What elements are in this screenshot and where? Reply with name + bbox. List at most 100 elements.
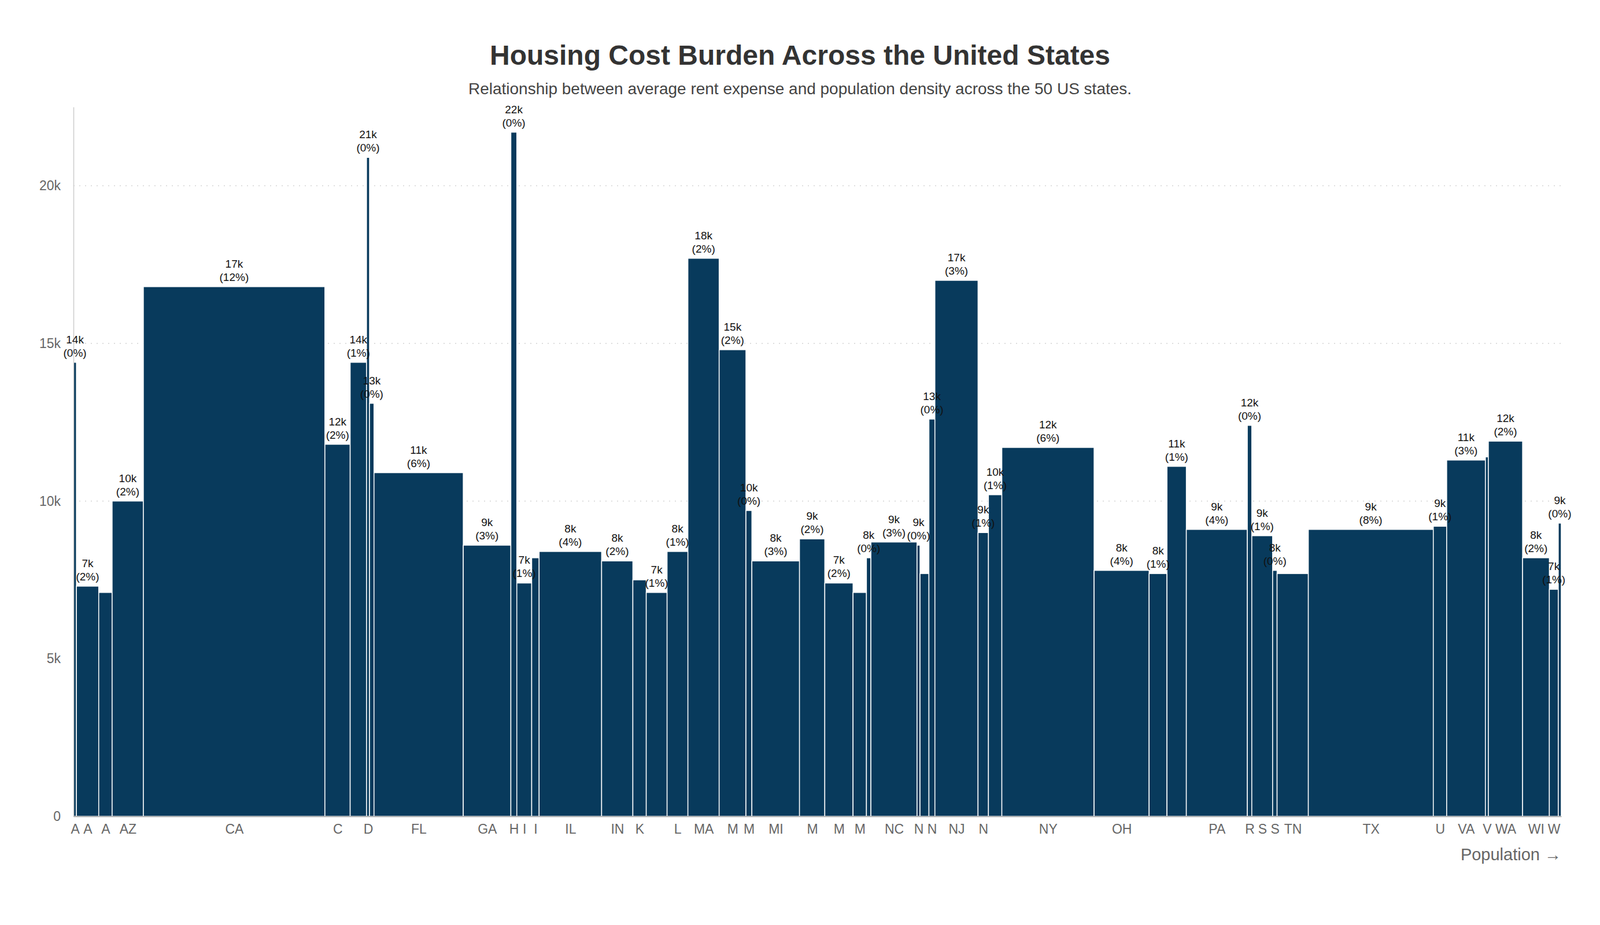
- x-tick-label: S: [1270, 821, 1280, 837]
- bar: [510, 132, 517, 817]
- x-tick-label: L: [674, 821, 682, 837]
- x-tick-label: S: [1258, 821, 1267, 837]
- data-label: 15k(2%): [721, 320, 745, 347]
- data-label: 10k(1%): [983, 466, 1007, 492]
- x-tick: S: [1270, 816, 1280, 837]
- x-tick-label: AZ: [119, 821, 137, 837]
- data-label: 12k(2%): [326, 415, 350, 442]
- bar: [919, 573, 929, 817]
- x-tick: M: [806, 816, 818, 837]
- bar: [1148, 573, 1167, 817]
- x-tick: I: [533, 816, 538, 837]
- x-tick-label: M: [854, 821, 866, 837]
- bar: [531, 558, 539, 817]
- bar: [688, 258, 720, 817]
- x-tick: D: [363, 816, 374, 837]
- x-tick-label: C: [333, 821, 343, 837]
- x-axis-title: Population →: [1460, 845, 1562, 864]
- bar: [917, 545, 920, 817]
- bar: [366, 157, 370, 817]
- x-tick: WA: [1495, 816, 1517, 837]
- x-tick: S: [1258, 816, 1267, 837]
- x-tick-label: IN: [610, 821, 624, 837]
- title: Housing Cost Burden Across the United St…: [489, 39, 1111, 71]
- data-label: 12k(6%): [1036, 418, 1060, 445]
- bar: [745, 510, 752, 817]
- bar: [1549, 589, 1558, 817]
- y-tick: 10k: [39, 493, 74, 509]
- y-axis-line: [73, 107, 75, 818]
- bar: [799, 538, 826, 817]
- x-tick: V: [1482, 816, 1492, 837]
- data-label: 8k(0%): [1263, 541, 1287, 568]
- data-label: 7k(1%): [512, 553, 537, 580]
- y-tick-label: 10k: [39, 493, 62, 509]
- x-tick: TN: [1284, 816, 1303, 837]
- bar: [751, 560, 800, 817]
- x-tick: N: [978, 816, 989, 837]
- data-label: 12k(2%): [1493, 412, 1517, 438]
- bar: [98, 592, 113, 817]
- bar: [667, 551, 689, 817]
- data-label: 9k(0%): [906, 516, 930, 542]
- x-tick: NC: [884, 816, 904, 837]
- x-tick: N: [914, 816, 925, 837]
- x-tick-label: U: [1435, 821, 1446, 837]
- bar: [1186, 529, 1248, 817]
- x-tick-label: A: [83, 821, 93, 837]
- x-tick: MA: [693, 816, 715, 837]
- x-tick: WI: [1528, 816, 1545, 837]
- bar: [538, 551, 602, 817]
- data-label: 9k(3%): [882, 513, 906, 539]
- bar: [324, 444, 351, 817]
- data-label: 8k(4%): [558, 522, 582, 549]
- bar: [1433, 526, 1447, 817]
- x-tick-label: FL: [411, 821, 427, 837]
- bar: [601, 560, 633, 817]
- y-tick-label: 0: [53, 808, 61, 824]
- data-label: 8k(2%): [1524, 529, 1548, 555]
- x-tick: VA: [1457, 816, 1476, 837]
- data-label: 14k(0%): [63, 333, 87, 360]
- x-tick-label: TX: [1362, 821, 1380, 837]
- x-tick-label: I: [522, 821, 527, 837]
- x-tick: L: [674, 816, 682, 837]
- x-tick-label: N: [927, 821, 938, 837]
- bar: [1277, 573, 1309, 817]
- x-tick: M: [743, 816, 755, 837]
- bar: [1002, 447, 1095, 817]
- data-label: 11k(3%): [1454, 431, 1478, 457]
- bar: [369, 403, 375, 817]
- x-tick-label: V: [1482, 821, 1492, 837]
- data-label: 9k(1%): [971, 503, 995, 530]
- x-tick-label: CA: [224, 821, 245, 837]
- data-label: 9k(8%): [1359, 500, 1383, 527]
- bar: [374, 473, 464, 817]
- x-tick: MI: [768, 816, 784, 837]
- data-label: 7k(1%): [645, 563, 669, 590]
- x-tick-label: OH: [1111, 821, 1133, 837]
- bar: [1308, 529, 1434, 817]
- x-tick-label: W: [1547, 821, 1561, 837]
- y-tick-label: 20k: [39, 178, 62, 194]
- bar: [1094, 570, 1149, 817]
- grid: [73, 185, 1562, 817]
- bar: [143, 286, 325, 817]
- data-label: 9k(0%): [1547, 494, 1572, 520]
- data-label: 21k(0%): [356, 128, 380, 154]
- data-label: 10k(0%): [737, 481, 761, 508]
- data-label: 9k(1%): [1428, 497, 1452, 523]
- x-tick: A: [101, 816, 111, 837]
- bar: [866, 558, 871, 817]
- x-tick: C: [333, 816, 343, 837]
- x-tick-label: GA: [477, 821, 498, 837]
- x-tick: A: [83, 816, 93, 837]
- data-label: 22k(0%): [502, 103, 526, 129]
- data-label: 18k(2%): [692, 229, 716, 256]
- bar: [1446, 460, 1486, 817]
- bar: [1166, 466, 1186, 817]
- data-label: 14k(1%): [346, 333, 371, 360]
- data-label: 11k(6%): [407, 444, 431, 470]
- x-tick-label: N: [978, 821, 989, 837]
- bar: [516, 582, 532, 817]
